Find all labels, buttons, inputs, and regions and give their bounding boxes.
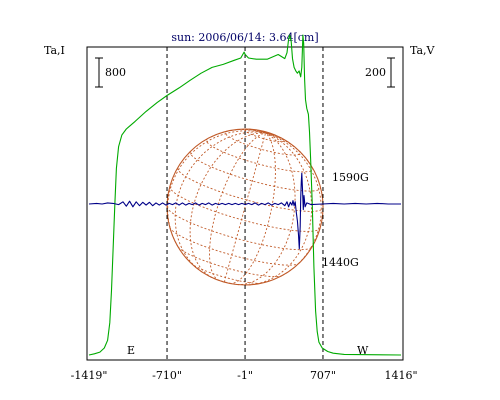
latitude-line [209,276,240,286]
x-tick-label: -1419" [71,369,108,382]
longitude-line [237,132,296,286]
longitude-line [265,132,286,141]
east-limb-label: E [127,344,135,357]
intensity-series-line [88,34,402,356]
longitude-line [189,132,266,278]
x-tick-label: -710" [152,369,182,382]
longitude-line [248,132,313,286]
x-tick-label: -1" [237,369,253,382]
longitude-line [209,132,266,281]
latitude-line [205,138,314,173]
left-scale-value: 800 [105,66,126,79]
right-axis-label: Ta,V [410,44,436,57]
chart-title: sun: 2006/06/14: 3.64[cm] [171,31,318,44]
longitude-line [167,130,266,247]
longitude-line [261,130,266,134]
latitude-line [224,130,301,156]
longitude-line [265,132,311,165]
longitude-line [211,129,266,138]
longitude-line [265,132,276,136]
right-scale-value: 200 [365,66,386,79]
series-layer [88,34,402,356]
right-scale-bar [387,57,395,88]
longitude-line [223,132,267,283]
left-scale-bar [95,57,103,88]
x-tick-label: 1416" [384,369,417,382]
polarization-series-line [88,172,401,250]
x-axis-ticks: -1419" -710" -1" 707" 1416" [71,369,418,382]
annotation-1590g: 1590G [332,171,369,184]
west-limb-label: W [357,344,369,357]
solar-disk-grid [166,128,324,286]
x-tick-label: 707" [310,369,336,382]
annotation-1440g: 1440G [322,256,359,269]
left-axis-label: Ta,I [44,44,65,57]
longitude-line [229,132,276,284]
longitude-line [265,132,322,276]
